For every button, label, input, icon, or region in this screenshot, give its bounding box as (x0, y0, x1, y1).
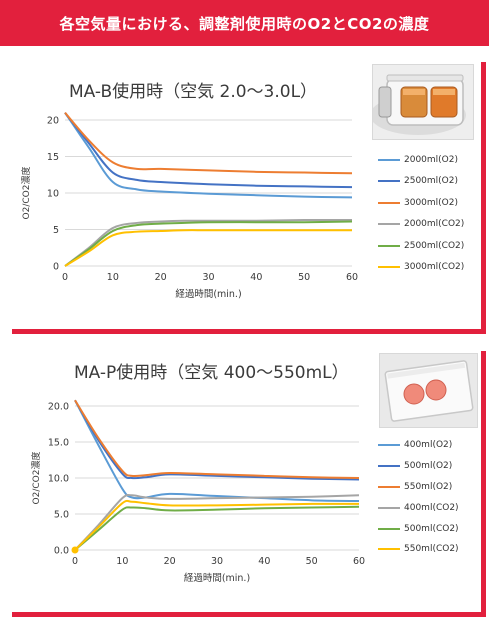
series-line (74, 399, 360, 503)
legend-item: 2000ml(CO2) (378, 214, 464, 236)
origin-point (71, 546, 79, 554)
legend-item: 500ml(CO2) (378, 518, 459, 539)
legend-label: 2000ml(O2) (404, 154, 459, 165)
x-tick-label: 20 (164, 556, 176, 567)
legend-item: 2000ml(O2) (378, 149, 464, 171)
series-line (64, 112, 353, 199)
series-line (74, 399, 360, 481)
chart-legend: 400ml(O2) 500ml(O2) 550ml(O2) 400ml(CO2) 500… (378, 435, 459, 560)
y-axis-label: O2/CO2濃度 (30, 452, 42, 505)
y-tick-label: 20.0 (48, 402, 69, 413)
legend-item: 2500ml(CO2) (378, 235, 464, 257)
legend-swatch (378, 485, 400, 488)
chart-title: MA-B使用時（空気 2.0〜3.0L） (69, 82, 318, 102)
x-tick-label: 40 (250, 272, 262, 283)
legend-label: 400ml(CO2) (404, 502, 459, 513)
legend-item: 400ml(CO2) (378, 497, 459, 518)
legend-swatch (378, 465, 400, 468)
y-tick-label: 5 (53, 225, 59, 236)
series-line (64, 112, 353, 175)
series-line (74, 493, 360, 551)
legend-swatch (378, 201, 400, 204)
x-tick-label: 60 (346, 272, 358, 283)
chart-svg-ma-p: 0.0 5.0 10.0 15.0 20.0 0 10 20 30 40 50 60 経過時間(min.… (30, 399, 365, 584)
legend-item: 3000ml(O2) (378, 192, 464, 214)
y-tick-label: 0 (53, 262, 59, 273)
legend-swatch (378, 266, 400, 269)
x-tick-label: 20 (155, 272, 167, 283)
product-photo-container (372, 64, 474, 140)
legend-label: 500ml(CO2) (404, 523, 459, 534)
x-tick-label: 50 (298, 272, 310, 283)
legend-label: 2000ml(CO2) (404, 219, 465, 230)
x-tick-label: 10 (116, 556, 128, 567)
legend-label: 2500ml(O2) (404, 176, 459, 187)
legend-swatch (378, 444, 400, 447)
legend-item: 400ml(O2) (378, 435, 459, 456)
chart-svg-ma-b: 0 5 10 15 20 0 10 20 30 40 50 60 経過時間(min.) O2/CO2濃度 (20, 112, 358, 300)
x-tick-label: 60 (353, 556, 365, 567)
y-tick-label: 15 (47, 152, 59, 163)
series-line (64, 218, 353, 267)
y-tick-label: 0.0 (54, 546, 69, 557)
chart-panel-ma-b: MA-B使用時（空気 2.0〜3.0L） 0 5 10 15 20 0 10 20 30 40 50… (7, 57, 481, 329)
legend-label: 3000ml(O2) (404, 197, 459, 208)
legend-swatch (378, 244, 400, 247)
y-axis-label: O2/CO2濃度 (20, 167, 32, 220)
chart-panel-ma-p: MA-P使用時（空気 400〜550mL） 0.0 5.0 10.0 15.0 20.0… (7, 346, 481, 612)
header-banner: 各空気量における、調整剤使用時のO2とCO2の濃度 (0, 0, 489, 46)
legend-swatch (378, 506, 400, 509)
product-photo-container (379, 353, 478, 428)
header-title: 各空気量における、調整剤使用時のO2とCO2の濃度 (59, 14, 430, 33)
legend-label: 550ml(CO2) (404, 544, 459, 555)
y-tick-label: 15.0 (48, 438, 69, 449)
x-axis-label: 経過時間(min.) (184, 572, 250, 584)
legend-swatch (378, 527, 400, 530)
x-tick-label: 30 (211, 556, 223, 567)
series-line (74, 505, 360, 551)
series-line (74, 399, 360, 479)
x-tick-label: 50 (306, 556, 318, 567)
legend-label: 500ml(O2) (404, 461, 453, 472)
chart-title: MA-P使用時（空気 400〜550mL） (74, 363, 349, 383)
legend-label: 3000ml(CO2) (404, 262, 465, 273)
legend-label: 2500ml(CO2) (404, 240, 465, 251)
x-tick-label: 30 (202, 272, 214, 283)
legend-item: 500ml(O2) (378, 456, 459, 477)
container-photo-icon (373, 65, 473, 139)
legend-swatch (378, 223, 400, 226)
x-tick-label: 0 (62, 272, 68, 283)
series-line (64, 229, 352, 267)
legend-swatch (378, 158, 400, 161)
x-tick-label: 10 (107, 272, 119, 283)
series-line (74, 499, 360, 551)
y-tick-label: 20 (47, 116, 59, 127)
y-tick-label: 10 (47, 189, 59, 200)
y-tick-label: 10.0 (48, 474, 69, 485)
chart-legend: 2000ml(O2) 2500ml(O2) 3000ml(O2) 2000ml(CO2… (378, 149, 464, 278)
legend-swatch (378, 180, 400, 183)
legend-swatch (378, 548, 400, 551)
x-tick-label: 0 (72, 556, 78, 567)
pouch-photo-icon (380, 354, 477, 427)
legend-item: 550ml(O2) (378, 477, 459, 498)
x-tick-label: 40 (258, 556, 270, 567)
legend-label: 550ml(O2) (404, 481, 453, 492)
legend-item: 3000ml(CO2) (378, 257, 464, 279)
y-tick-label: 5.0 (54, 510, 69, 521)
x-axis-label: 経過時間(min.) (175, 288, 241, 300)
series-line (64, 220, 353, 267)
series-line (64, 112, 353, 189)
legend-label: 400ml(O2) (404, 440, 453, 451)
legend-item: 2500ml(O2) (378, 171, 464, 193)
legend-item: 550ml(CO2) (378, 539, 459, 560)
